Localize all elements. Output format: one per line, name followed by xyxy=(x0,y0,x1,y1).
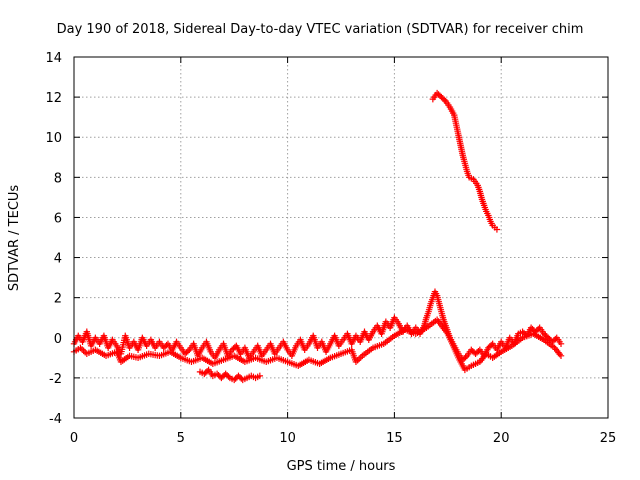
x-axis-label: GPS time / hours xyxy=(287,459,396,474)
data-point xyxy=(78,346,86,353)
data-point xyxy=(441,96,448,103)
plot-frame xyxy=(73,56,609,419)
tick-layer: 0 5 10 15 20 25 -4 -2 0 2 4 6 8 10 12 14 xyxy=(45,51,616,446)
y-tick-label: 12 xyxy=(45,91,62,106)
data-points xyxy=(70,89,565,384)
y-tick-label: -4 xyxy=(49,412,62,427)
grid-layer xyxy=(74,57,608,418)
x-tick-label: 20 xyxy=(493,431,510,446)
data-point xyxy=(462,353,469,361)
data-point xyxy=(225,373,232,380)
x-tick-label: 25 xyxy=(600,431,617,446)
y-tick-label: -2 xyxy=(49,372,62,387)
data-point xyxy=(475,347,482,355)
data-point xyxy=(557,352,565,360)
data-point xyxy=(203,368,211,375)
x-tick-label: 5 xyxy=(177,431,185,446)
y-tick-label: 14 xyxy=(45,51,62,66)
data-point xyxy=(493,226,501,233)
y-axis-label: SDTVAR / TECUs xyxy=(7,185,22,292)
chart-title: Day 190 of 2018, Sidereal Day-to-day VTE… xyxy=(57,22,584,37)
data-point xyxy=(535,325,542,333)
data-point xyxy=(163,341,170,349)
y-tick-label: 0 xyxy=(54,332,62,347)
data-point xyxy=(557,340,565,347)
data-point xyxy=(184,347,192,355)
x-tick-label: 0 xyxy=(70,431,78,446)
data-point xyxy=(355,355,363,363)
x-tick-label: 10 xyxy=(279,431,296,446)
x-tick-label: 15 xyxy=(386,431,403,446)
y-tick-label: 4 xyxy=(54,252,62,267)
data-point xyxy=(256,372,264,380)
data-point xyxy=(552,335,559,343)
data-point xyxy=(488,341,495,349)
y-tick-label: 2 xyxy=(54,292,62,307)
y-tick-label: 10 xyxy=(45,131,62,146)
data-point xyxy=(357,354,364,361)
y-tick-label: 8 xyxy=(54,171,62,186)
y-tick-label: 6 xyxy=(54,211,62,226)
